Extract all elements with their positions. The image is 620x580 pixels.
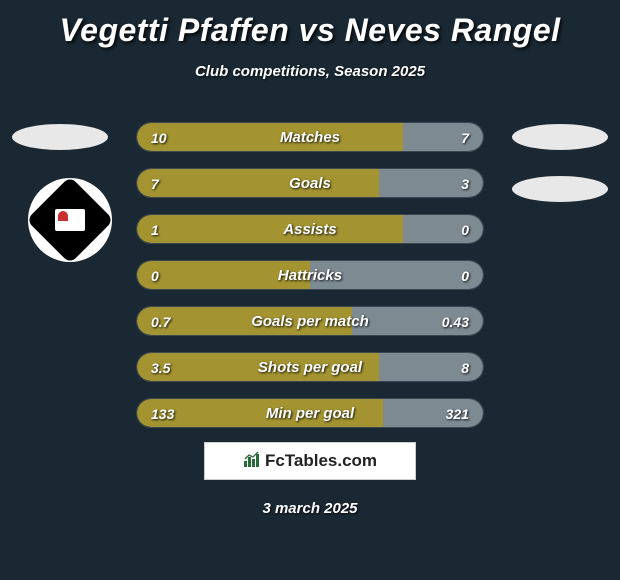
stat-row: 00Hattricks bbox=[136, 260, 484, 290]
stats-comparison-list: 107Matches 73Goals 10Assists 00Hattricks 0.7… bbox=[136, 122, 484, 444]
stat-label: Goals per match bbox=[137, 307, 483, 336]
logo-text: FcTables.com bbox=[265, 451, 377, 471]
stat-row: 133321Min per goal bbox=[136, 398, 484, 428]
stat-row: 0.70.43Goals per match bbox=[136, 306, 484, 336]
vasco-crest-icon bbox=[26, 176, 114, 264]
stat-label: Matches bbox=[137, 123, 483, 152]
stat-label: Min per goal bbox=[137, 399, 483, 428]
player-right-club-placeholder bbox=[512, 176, 608, 202]
stat-label: Assists bbox=[137, 215, 483, 244]
player-left-photo-placeholder bbox=[12, 124, 108, 150]
page-title: Vegetti Pfaffen vs Neves Rangel bbox=[0, 0, 620, 49]
stat-label: Hattricks bbox=[137, 261, 483, 290]
player-right-photo-placeholder bbox=[512, 124, 608, 150]
stat-row: 73Goals bbox=[136, 168, 484, 198]
stat-row: 10Assists bbox=[136, 214, 484, 244]
stat-label: Goals bbox=[137, 169, 483, 198]
stat-row: 107Matches bbox=[136, 122, 484, 152]
chart-icon bbox=[243, 450, 261, 473]
stat-row: 3.58Shots per goal bbox=[136, 352, 484, 382]
stat-label: Shots per goal bbox=[137, 353, 483, 382]
player-left-club-crest bbox=[28, 178, 112, 262]
season-subtitle: Club competitions, Season 2025 bbox=[0, 63, 620, 80]
fctables-logo: FcTables.com bbox=[204, 442, 416, 480]
snapshot-date: 3 march 2025 bbox=[0, 500, 620, 517]
